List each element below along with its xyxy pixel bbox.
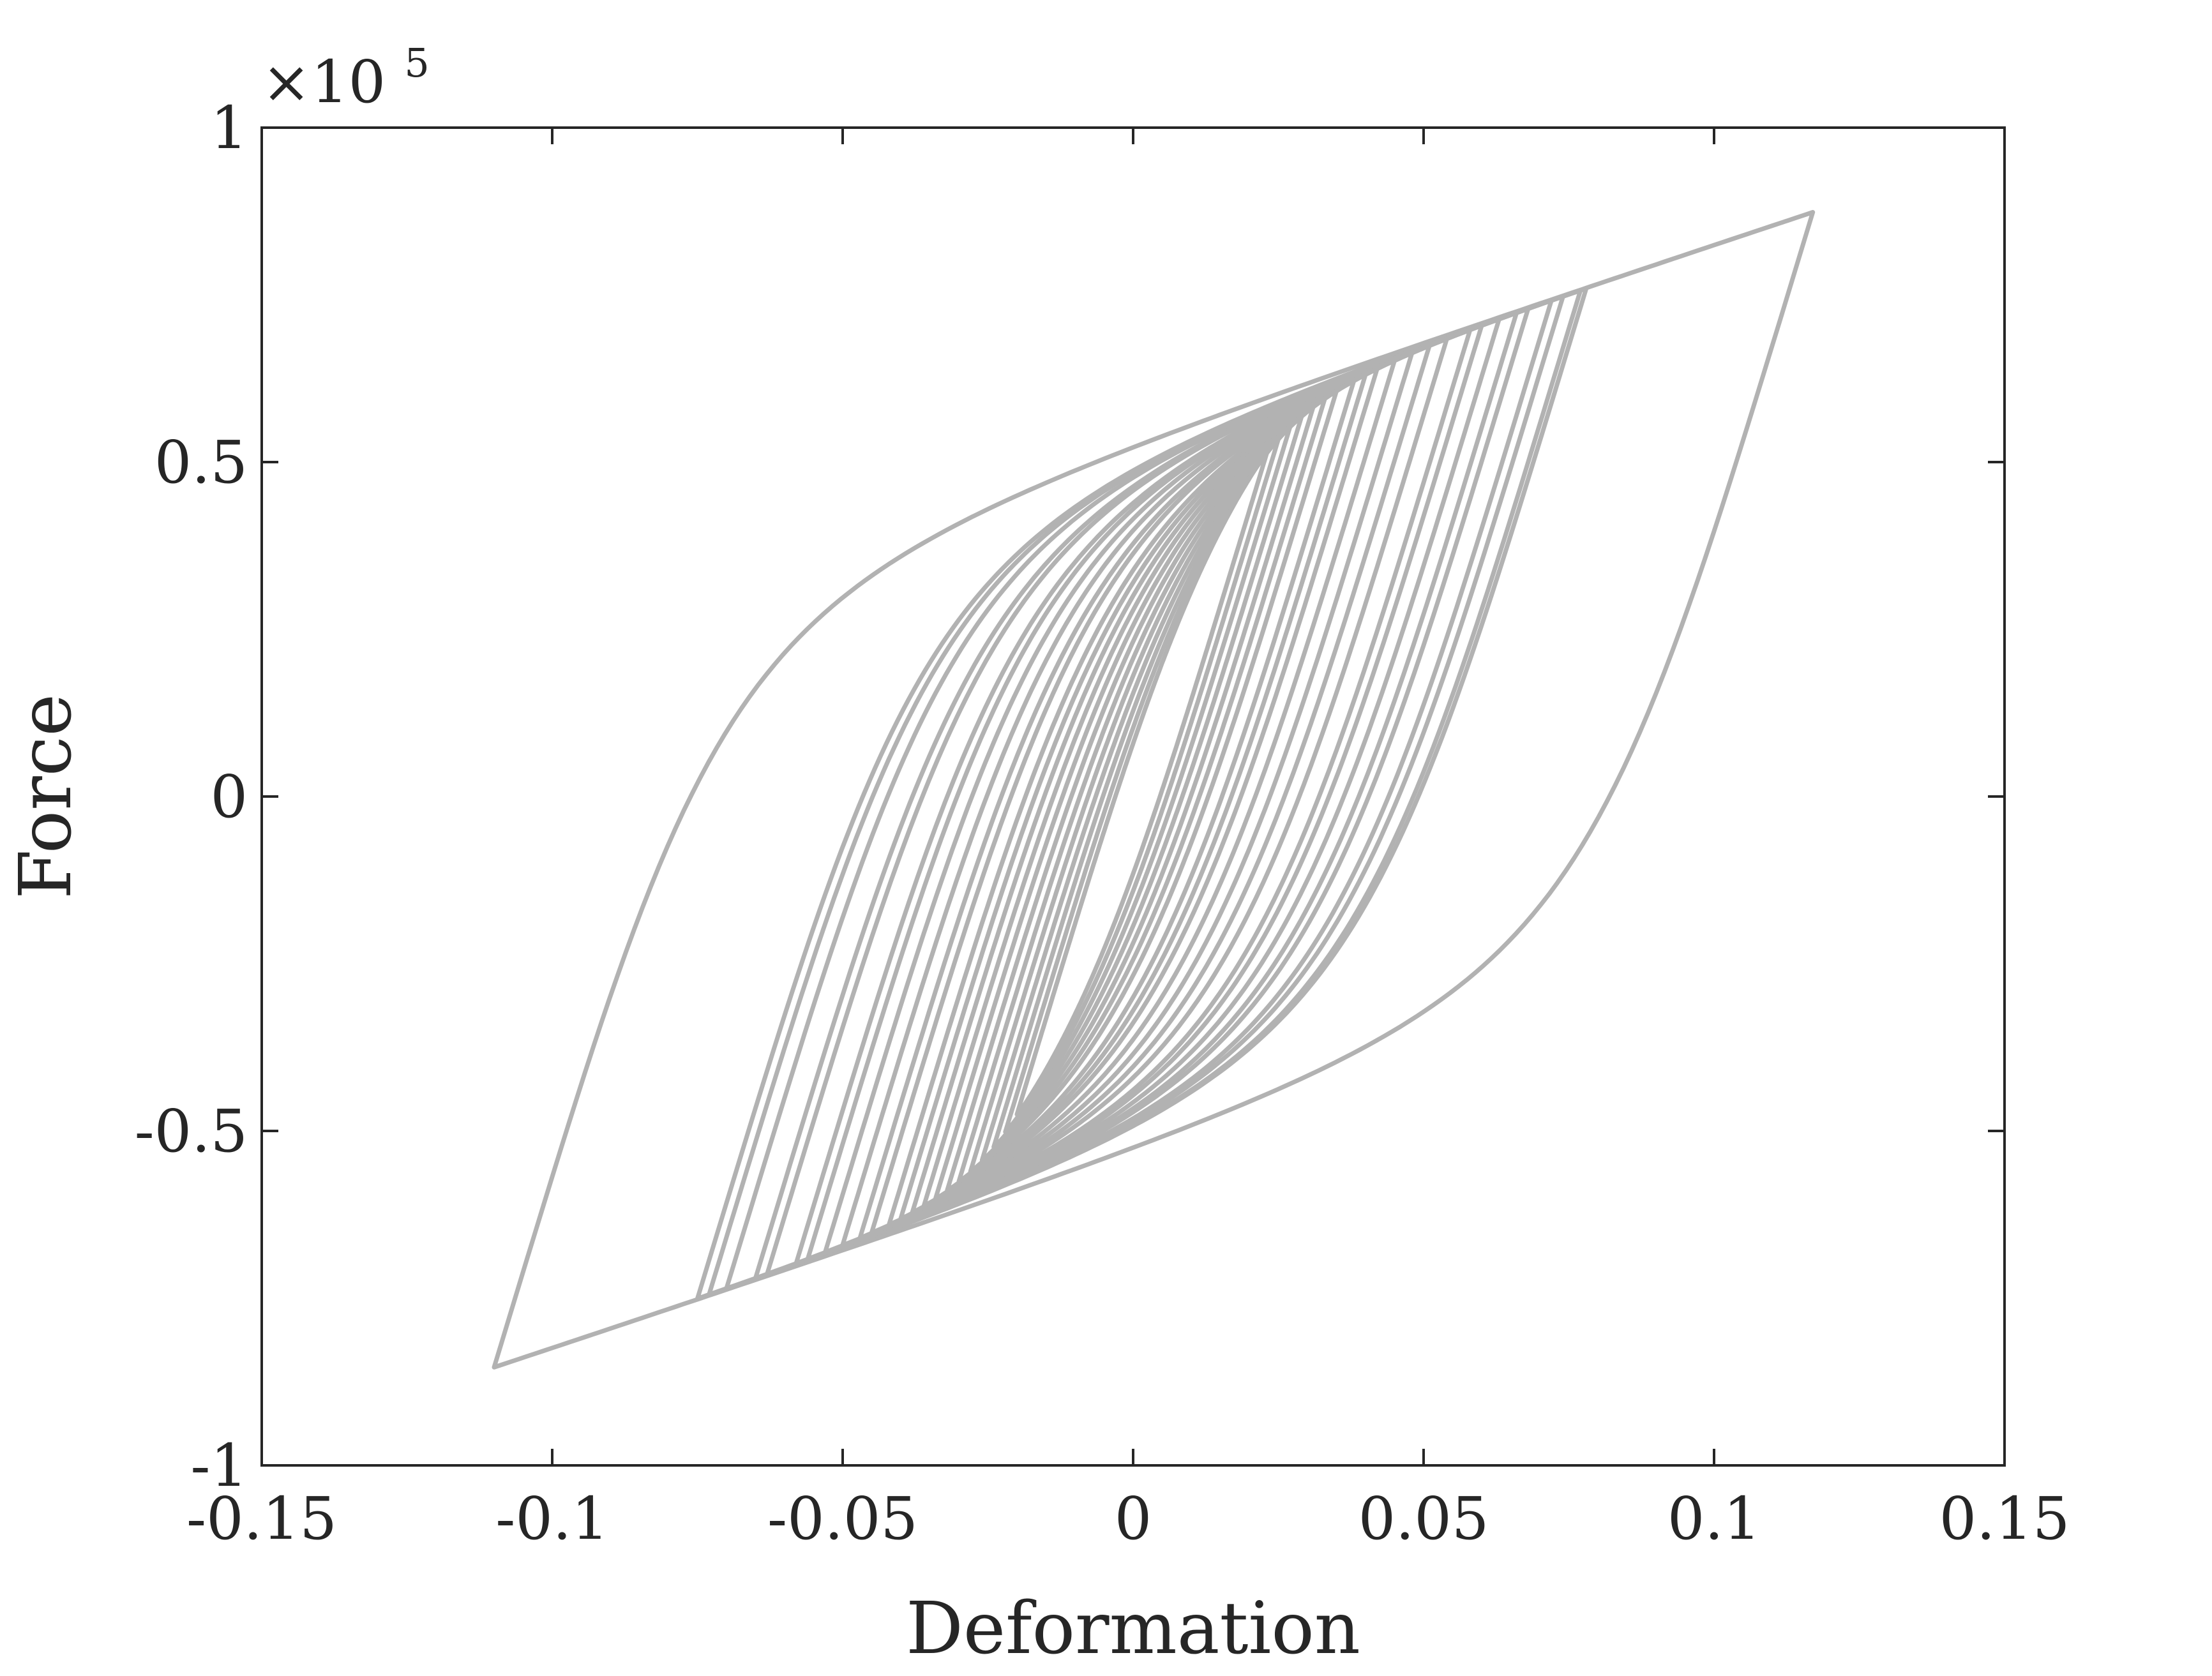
y-axis-label: Force (4, 694, 87, 899)
tick-layer: -0.15 -0.1 -0.05 0 0.05 0.1 0.15 -1 -0.5 0 0.5 1 (135, 94, 2070, 1553)
x-tick-label: 0 (1115, 1485, 1152, 1553)
hysteresis-loop (910, 366, 1380, 1215)
y-exponent-label: ×10 5 (262, 40, 430, 116)
y-tick-label: 0.5 (154, 428, 248, 497)
y-exponent-power: 5 (404, 40, 429, 86)
series-layer (492, 210, 1816, 1370)
hysteresis-loop (898, 358, 1397, 1221)
x-tick-label: -0.15 (186, 1485, 337, 1553)
hysteresis-loop (956, 396, 1327, 1184)
hysteresis-loop (933, 378, 1357, 1201)
hysteresis-loop (840, 327, 1473, 1247)
y-exponent-base: ×10 (262, 48, 386, 116)
hysteresis-loop (869, 343, 1432, 1235)
x-tick-label: -0.05 (767, 1485, 918, 1553)
x-tick-label: 0.05 (1358, 1485, 1489, 1553)
x-axis-label: Deformation (906, 1587, 1360, 1670)
y-tick-label: -0.5 (135, 1097, 248, 1165)
hysteresis-loop (968, 405, 1316, 1174)
hysteresis-loop (1003, 437, 1281, 1134)
hysteresis-loop (991, 424, 1293, 1149)
x-tick-label: 0.1 (1667, 1485, 1761, 1553)
y-tick-label: 0 (210, 763, 248, 831)
hysteresis-loop (1014, 451, 1269, 1117)
plot-area-background (262, 128, 2005, 1465)
hysteresis-loop (979, 414, 1304, 1163)
hysteresis-loop (857, 336, 1449, 1240)
hysteresis-loop (921, 372, 1368, 1208)
y-tick-label: 1 (210, 94, 248, 162)
hysteresis-loop (492, 210, 1816, 1370)
hysteresis-loop (887, 350, 1415, 1227)
hysteresis-loop (945, 389, 1339, 1193)
y-tick-label: -1 (190, 1432, 248, 1500)
hysteresis-loop (794, 310, 1519, 1266)
hysteresis-loop (805, 317, 1501, 1261)
x-tick-label: -0.1 (495, 1485, 608, 1553)
x-tick-label: 0.15 (1939, 1485, 2070, 1553)
